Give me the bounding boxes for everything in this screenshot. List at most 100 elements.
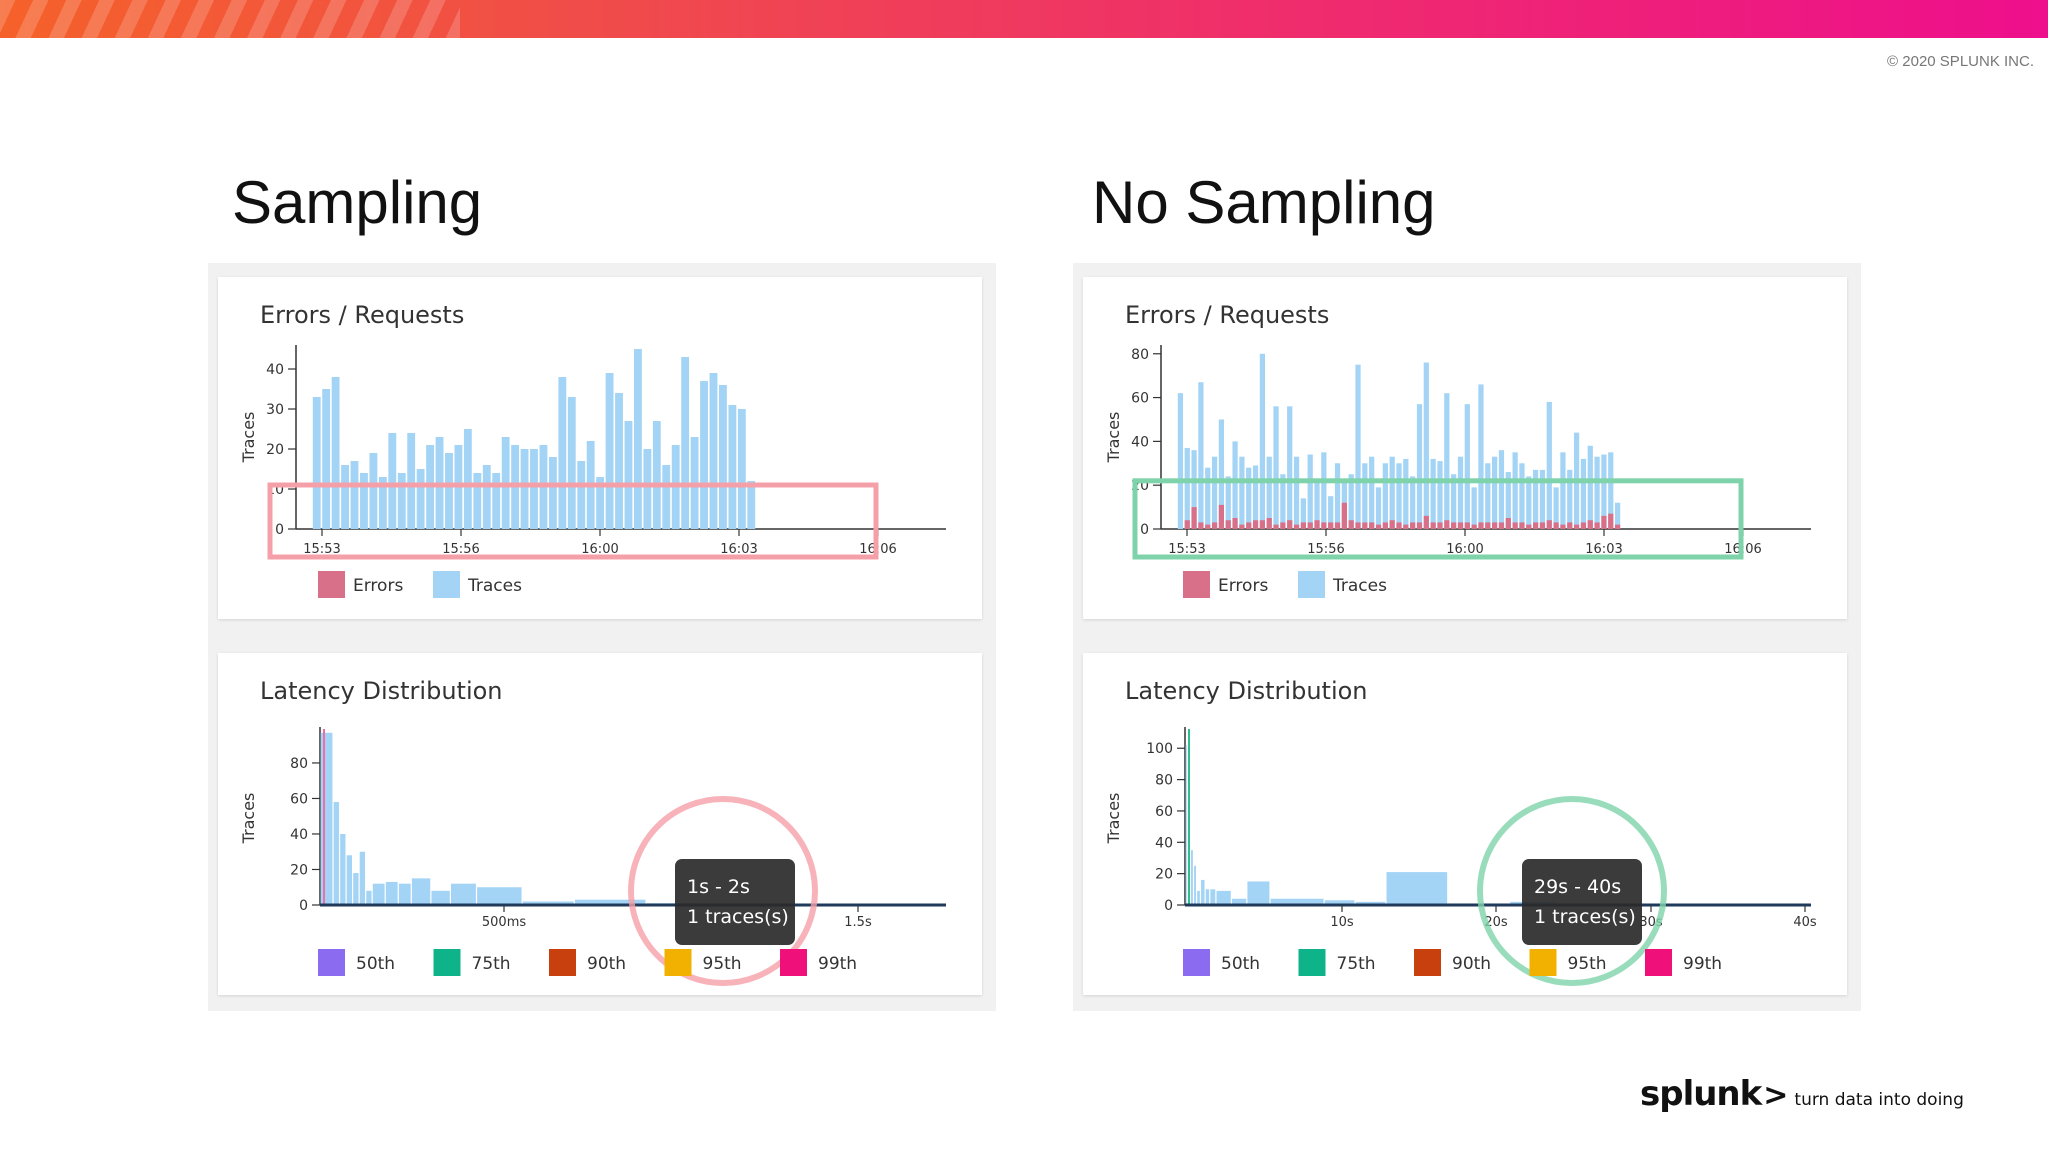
errors-bar: [1280, 522, 1286, 529]
latency-bar: [1355, 901, 1386, 905]
errors-bar: [1608, 513, 1614, 529]
traces-bar: [520, 449, 529, 529]
traces-bar: [360, 473, 368, 529]
traces-bar: [397, 473, 406, 529]
traces-bar: [1423, 362, 1429, 529]
tooltip-box: [1522, 859, 1642, 945]
latency-bar: [1210, 889, 1216, 905]
traces-bar: [1369, 456, 1375, 529]
y-tick-label: 20: [1155, 867, 1173, 883]
errors-bar: [1300, 522, 1306, 529]
errors-bar: [1321, 522, 1327, 529]
latency-bar: [346, 855, 353, 905]
errors-bar: [1334, 522, 1341, 529]
traces-bar: [482, 465, 491, 529]
errors-requests-card: Errors / Requests 0 10 20 30 40 Traces 15:53 15…: [218, 277, 982, 619]
errors-bar: [1498, 522, 1505, 529]
latency-bar: [411, 878, 431, 905]
errors-bar: [1328, 522, 1334, 529]
traces-bar: [567, 397, 576, 529]
latency-bar: [1324, 900, 1355, 905]
latency-bar: [398, 883, 411, 905]
errors-bar: [1198, 522, 1204, 529]
brand-tagline: turn data into doing: [1794, 1090, 1964, 1110]
traces-bar: [416, 469, 425, 529]
errors-bar: [1539, 522, 1546, 529]
traces-bar: [605, 373, 614, 529]
latency-bar: [574, 899, 646, 905]
latency-distribution-card: Latency Distribution 0 20 40 60 80 Traces 500m…: [218, 653, 982, 995]
errors-bar: [1369, 522, 1375, 529]
errors-bar: [1211, 522, 1218, 529]
sampling-title: Sampling: [232, 169, 483, 236]
traces-bar: [1266, 456, 1272, 529]
errors-bar: [1246, 522, 1252, 529]
traces-bar: [1403, 458, 1409, 529]
errors-bar: [1293, 524, 1300, 529]
errors-bar: [1191, 507, 1197, 529]
traces-bar: [624, 421, 633, 529]
errors-bar: [1567, 522, 1573, 529]
y-tick-label: 0: [1140, 522, 1149, 538]
errors-bar: [1307, 522, 1313, 529]
latency-bar: [1185, 745, 1187, 905]
latency-distribution-chart: 0 20 40 60 80 Traces 500ms 1.5s 1s - 2s 1 traces(…: [239, 727, 946, 986]
x-tick-label: 15:53: [303, 542, 340, 557]
legend-swatch: [1414, 949, 1441, 976]
errors-bar: [1225, 520, 1231, 529]
errors-bar: [1485, 522, 1491, 529]
traces-bar: [1567, 469, 1573, 529]
legend-errors-label: Errors: [1218, 576, 1268, 596]
traces-bar: [681, 357, 690, 529]
errors-bar: [1601, 515, 1607, 529]
traces-bar: [492, 473, 501, 529]
traces-bar: [1457, 456, 1464, 529]
legend-label: 50th: [1221, 954, 1260, 974]
card-title: Errors / Requests: [1125, 301, 1330, 329]
latency-bar: [359, 851, 366, 905]
errors-bar: [1526, 524, 1532, 529]
traces-bar: [652, 421, 661, 529]
traces-bar: [1614, 502, 1621, 529]
traces-bar: [1430, 458, 1436, 529]
traces-bar: [1375, 487, 1382, 529]
traces-bar: [1546, 401, 1552, 529]
legend-label: 90th: [1452, 954, 1491, 974]
latency-bar: [1201, 879, 1205, 905]
errors-bar: [1403, 524, 1409, 529]
y-axis-label: Traces: [239, 412, 258, 464]
legend-label: 75th: [1337, 954, 1376, 974]
legend-traces-label: Traces: [467, 576, 522, 596]
traces-bar: [1485, 463, 1491, 529]
y-tick-label: 80: [290, 756, 308, 772]
errors-bar: [1533, 522, 1539, 529]
traces-bar: [728, 405, 737, 529]
traces-bar: [1437, 461, 1443, 529]
x-tick-label: 15:53: [1168, 542, 1205, 557]
x-tick-label: 1.5s: [844, 915, 872, 930]
traces-bar: [463, 429, 472, 529]
errors-bar: [1587, 520, 1593, 529]
traces-bar: [1382, 463, 1388, 529]
traces-bar: [633, 349, 642, 529]
brand-name: splunk: [1640, 1074, 1762, 1114]
y-tick-label: 0: [275, 522, 284, 538]
tooltip-range: 1s - 2s: [687, 876, 750, 898]
tooltip-count: 1 traces(s): [1534, 906, 1636, 928]
traces-bar: [1252, 465, 1259, 529]
errors-bar: [1444, 520, 1450, 529]
x-tick-label: 16:03: [720, 542, 757, 557]
sampling-panel: Errors / Requests 0 10 20 30 40 Traces 15:53 15…: [208, 263, 996, 1011]
traces-bar: [596, 477, 605, 529]
traces-bar: [1348, 474, 1354, 529]
errors-bar: [1437, 522, 1443, 529]
traces-bar: [1471, 487, 1477, 529]
y-tick-label: 20: [266, 442, 284, 458]
errors-bar: [1218, 504, 1225, 529]
traces-bar: [1355, 364, 1361, 529]
traces-bar: [548, 457, 557, 529]
highlight-circle: [1477, 796, 1667, 986]
latency-bar: [1194, 865, 1196, 905]
traces-bar: [1211, 456, 1218, 529]
